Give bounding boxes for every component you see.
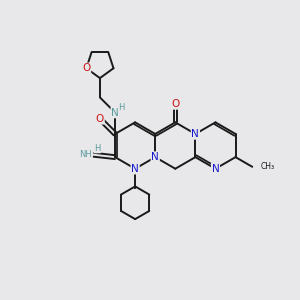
Text: N: N	[131, 164, 139, 174]
Text: N: N	[191, 129, 199, 139]
Text: NH: NH	[80, 150, 92, 159]
Text: O: O	[96, 114, 104, 124]
Text: O: O	[171, 99, 179, 109]
Text: CH₃: CH₃	[261, 162, 275, 171]
Text: H: H	[118, 103, 125, 112]
Text: H: H	[94, 144, 101, 153]
Text: N: N	[151, 152, 159, 162]
Text: N: N	[111, 108, 119, 118]
Text: O: O	[82, 63, 91, 73]
Text: N: N	[212, 164, 219, 174]
